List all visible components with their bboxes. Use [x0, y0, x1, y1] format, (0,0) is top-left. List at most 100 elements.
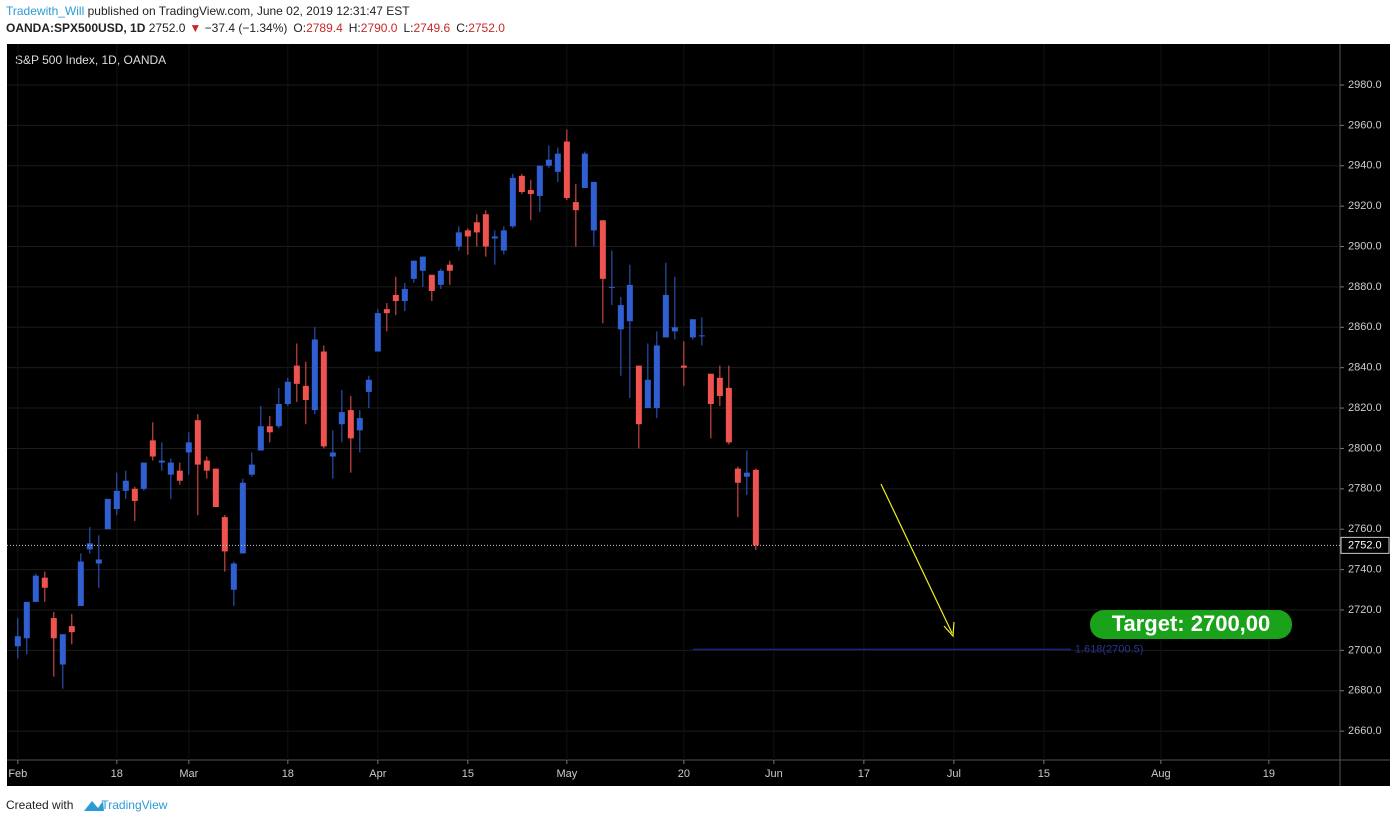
target-label: Target: 2700,00	[1112, 611, 1271, 636]
x-tick-label: Jul	[947, 768, 961, 780]
y-tick-label: 2800.0	[1348, 442, 1382, 454]
candle-body	[464, 230, 471, 237]
candle-body	[428, 274, 435, 291]
candle-body	[68, 626, 75, 633]
candle-body	[185, 442, 192, 453]
candle-body	[176, 470, 183, 481]
candle-body	[410, 260, 417, 279]
y-tick-label: 2700.0	[1348, 644, 1382, 656]
y-tick-label: 2680.0	[1348, 685, 1382, 697]
y-tick-label: 2860.0	[1348, 321, 1382, 333]
x-tick-label: 20	[678, 768, 690, 780]
candle-body	[320, 351, 327, 447]
candle-body	[311, 339, 318, 411]
candle-body	[266, 426, 273, 433]
candle-body	[689, 319, 696, 338]
target-badge	[1090, 610, 1292, 639]
candle-body	[680, 365, 687, 368]
candle-body	[113, 490, 120, 510]
candle-body	[275, 404, 282, 427]
y-tick-label: 2880.0	[1348, 281, 1382, 293]
candle-body	[158, 460, 165, 463]
pane	[7, 44, 1390, 786]
brand[interactable]: TradingView	[101, 798, 167, 812]
candle-body	[383, 309, 390, 314]
candle-body	[608, 286, 615, 288]
candle-body	[104, 498, 111, 530]
candle-body	[239, 482, 246, 554]
candle-body	[635, 365, 642, 425]
candle-body	[590, 181, 597, 231]
candle-body	[14, 636, 21, 647]
candle-body	[743, 472, 750, 477]
fib-label: 1.618(2700.5)	[1075, 643, 1144, 655]
candle-body	[347, 410, 354, 439]
ohlc-label: O:	[293, 21, 306, 35]
candle-body	[32, 575, 39, 602]
candle-body	[203, 460, 210, 471]
candle-body	[212, 468, 219, 507]
candle-body	[59, 634, 66, 665]
change: −37.4 (−1.34%)	[205, 21, 288, 35]
author[interactable]: Tradewith_Will	[6, 4, 84, 18]
last-price-label: 2752.0	[1348, 539, 1382, 551]
candle-body	[374, 313, 381, 352]
candle-body	[473, 222, 480, 233]
x-tick-label: May	[556, 768, 577, 780]
y-tick-label: 2960.0	[1348, 119, 1382, 131]
x-tick-label: 17	[858, 768, 870, 780]
ohlc-value: 2752.0	[468, 21, 505, 35]
ohlc-label: C:	[456, 21, 468, 35]
candle-body	[599, 220, 606, 279]
candle-body	[491, 236, 498, 239]
pane-title: S&P 500 Index, 1D, OANDA	[15, 53, 166, 67]
y-tick-label: 2900.0	[1348, 240, 1382, 252]
candle-body	[626, 284, 633, 322]
ohlc-label: H:	[349, 21, 361, 35]
x-tick-label: Jun	[765, 768, 783, 780]
candle-body	[563, 141, 570, 199]
candle-body	[482, 214, 489, 247]
candle-body	[554, 153, 561, 172]
symbol-line: OANDA:SPX500USD, 1D 2752.0 ▼ −37.4 (−1.34…	[6, 21, 505, 35]
y-tick-label: 2840.0	[1348, 362, 1382, 374]
last-price-box	[1340, 536, 1390, 554]
candle-body	[392, 294, 399, 302]
candle-body	[329, 452, 336, 457]
y-tick-label: 2920.0	[1348, 200, 1382, 212]
published: published on TradingView.com, June 02, 2…	[88, 4, 411, 18]
candle-body	[41, 577, 48, 588]
candle-body	[716, 377, 723, 396]
candle-body	[752, 469, 759, 546]
candle-body	[437, 270, 444, 285]
candle-body	[671, 327, 678, 332]
x-tick-label: 15	[462, 768, 474, 780]
candle-body	[284, 381, 291, 405]
candle-body	[356, 418, 363, 431]
x-tick-label: Apr	[369, 768, 386, 780]
y-tick-label: 2980.0	[1348, 79, 1382, 91]
candle-body	[707, 373, 714, 405]
candle-body	[77, 561, 84, 606]
candle-body	[23, 601, 30, 639]
candle-body	[662, 294, 669, 338]
candle-body	[419, 256, 426, 271]
candle-body	[86, 543, 93, 550]
candle-body	[230, 563, 237, 590]
candle-body	[50, 618, 57, 639]
logo	[84, 801, 104, 811]
candle-body	[248, 464, 255, 475]
x-tick-label: 19	[1263, 768, 1275, 780]
candle-body	[365, 379, 372, 392]
x-tick-label: Mar	[179, 768, 198, 780]
candle-body	[446, 264, 453, 271]
y-tick-label: 2720.0	[1348, 604, 1382, 616]
candle-body	[401, 288, 408, 302]
ohlc-label: L:	[403, 21, 413, 35]
candle-body	[536, 165, 543, 197]
y-tick-label: 2780.0	[1348, 483, 1382, 495]
candle-body	[338, 412, 345, 425]
symbol: OANDA:SPX500USD, 1D	[6, 21, 146, 35]
last: 2752.0	[149, 21, 186, 35]
